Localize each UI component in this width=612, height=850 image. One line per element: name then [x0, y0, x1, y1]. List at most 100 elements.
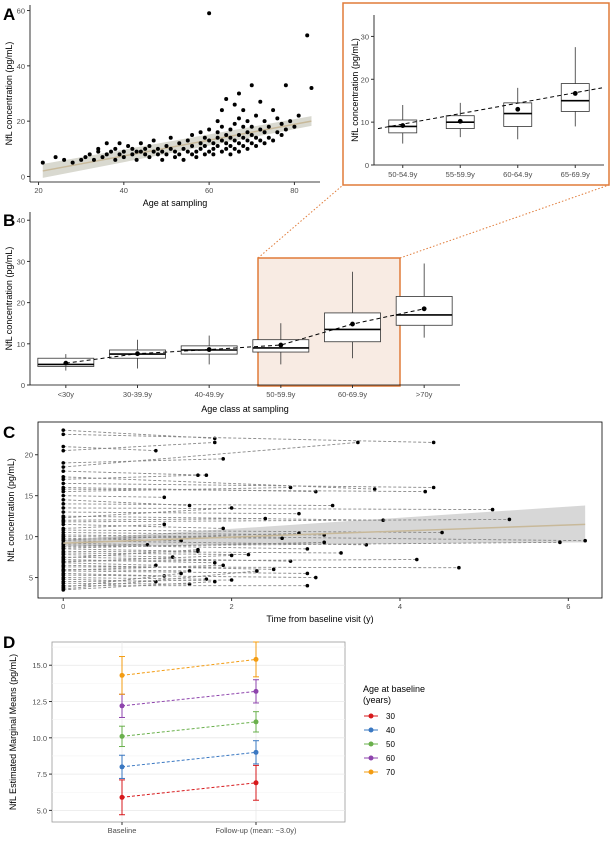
- y-tick-label: 20: [361, 75, 369, 84]
- data-point: [245, 130, 250, 135]
- data-point: [249, 132, 254, 137]
- x-tick-label: 65-69.9y: [561, 170, 590, 179]
- x-axis-label: Age class at sampling: [201, 404, 289, 414]
- series-point-40: [253, 749, 259, 755]
- y-tick-label: 0: [365, 161, 369, 170]
- subject-line: [63, 507, 232, 519]
- y-tick-label: 15: [25, 492, 33, 501]
- legend-swatch-dot: [368, 713, 374, 719]
- subject-line: [63, 570, 308, 574]
- y-tick-label: 60: [17, 7, 25, 16]
- data-point: [117, 152, 122, 157]
- subject-line: [63, 446, 156, 452]
- followup-point: [179, 571, 183, 576]
- data-point: [185, 149, 190, 154]
- x-tick-label: 30-39.9y: [123, 390, 152, 399]
- data-point: [190, 132, 195, 137]
- data-point: [211, 146, 216, 151]
- subject-line: [63, 564, 224, 571]
- data-point: [194, 149, 199, 154]
- subject-line: [63, 442, 215, 452]
- baseline-point: [61, 465, 66, 469]
- baseline-point: [61, 487, 66, 491]
- mean-point: [572, 91, 578, 96]
- panel-label-a: A: [3, 5, 15, 24]
- baseline-point: [61, 432, 66, 437]
- data-point: [87, 152, 92, 157]
- legend-label-50: 50: [386, 740, 395, 749]
- data-point: [134, 157, 139, 162]
- data-point: [215, 144, 220, 149]
- subject-line: [63, 572, 165, 577]
- data-point: [271, 108, 276, 113]
- followup-point: [170, 555, 175, 559]
- baseline-point: [61, 520, 66, 524]
- data-point: [215, 119, 220, 124]
- confidence-band: [42, 116, 312, 178]
- followup-point: [558, 540, 562, 545]
- series-point-50: [253, 719, 259, 725]
- data-point: [236, 141, 241, 146]
- data-point: [219, 138, 224, 143]
- data-point: [236, 149, 241, 154]
- x-tick-label: 55-59.9y: [446, 170, 475, 179]
- series-point-30: [119, 794, 125, 800]
- connector-left: [257, 184, 344, 259]
- data-point: [151, 149, 156, 154]
- followup-point: [305, 571, 310, 576]
- data-point: [113, 157, 118, 162]
- legend-swatch-dot: [368, 741, 374, 747]
- x-tick-label: Baseline: [108, 826, 137, 835]
- trend-line: [65, 308, 425, 364]
- legend-swatch-dot: [368, 755, 374, 761]
- subject-line: [63, 523, 165, 529]
- data-point: [258, 127, 263, 132]
- y-tick-label: 30: [17, 257, 25, 266]
- data-point: [207, 11, 212, 16]
- data-point: [151, 138, 156, 143]
- baseline-point: [61, 546, 66, 550]
- followup-point: [297, 511, 301, 516]
- regression-line: [63, 523, 586, 544]
- y-axis-label: NfL Estimated Marginal Means (pg/mL): [8, 654, 18, 810]
- baseline-point: [61, 556, 66, 560]
- followup-point: [229, 553, 234, 558]
- data-point: [138, 149, 143, 154]
- baseline-point: [61, 428, 66, 432]
- mean-point: [400, 123, 406, 128]
- data-point: [245, 138, 250, 143]
- data-point: [190, 144, 195, 149]
- mean-point: [63, 360, 69, 366]
- data-point: [70, 160, 75, 165]
- series-point-50: [119, 733, 125, 739]
- data-point: [147, 144, 152, 149]
- followup-point: [431, 440, 436, 445]
- data-point: [121, 155, 126, 160]
- data-point: [173, 149, 177, 154]
- followup-point: [305, 583, 310, 588]
- followup-point: [221, 457, 225, 461]
- x-tick-label: 50-54.9y: [388, 170, 417, 179]
- subject-line: [63, 581, 215, 591]
- subject-line: [63, 511, 299, 515]
- followup-point: [263, 516, 268, 521]
- followup-point: [288, 485, 293, 490]
- baseline-point: [61, 448, 66, 453]
- y-tick-label: 12.5: [32, 698, 47, 707]
- data-point: [254, 113, 259, 118]
- subject-line: [63, 433, 434, 443]
- followup-point: [322, 540, 327, 545]
- legend-title: Age at baseline: [363, 684, 425, 694]
- data-point: [232, 121, 237, 126]
- data-point: [245, 119, 250, 124]
- subject-line: [63, 554, 232, 563]
- mean-point: [350, 321, 355, 327]
- data-point: [305, 33, 310, 38]
- data-point: [130, 152, 135, 157]
- data-point: [121, 149, 126, 154]
- regression-line: [42, 120, 312, 172]
- data-point: [241, 124, 246, 129]
- subject-line: [63, 442, 358, 468]
- series-point-60: [253, 688, 259, 694]
- data-point: [232, 146, 237, 151]
